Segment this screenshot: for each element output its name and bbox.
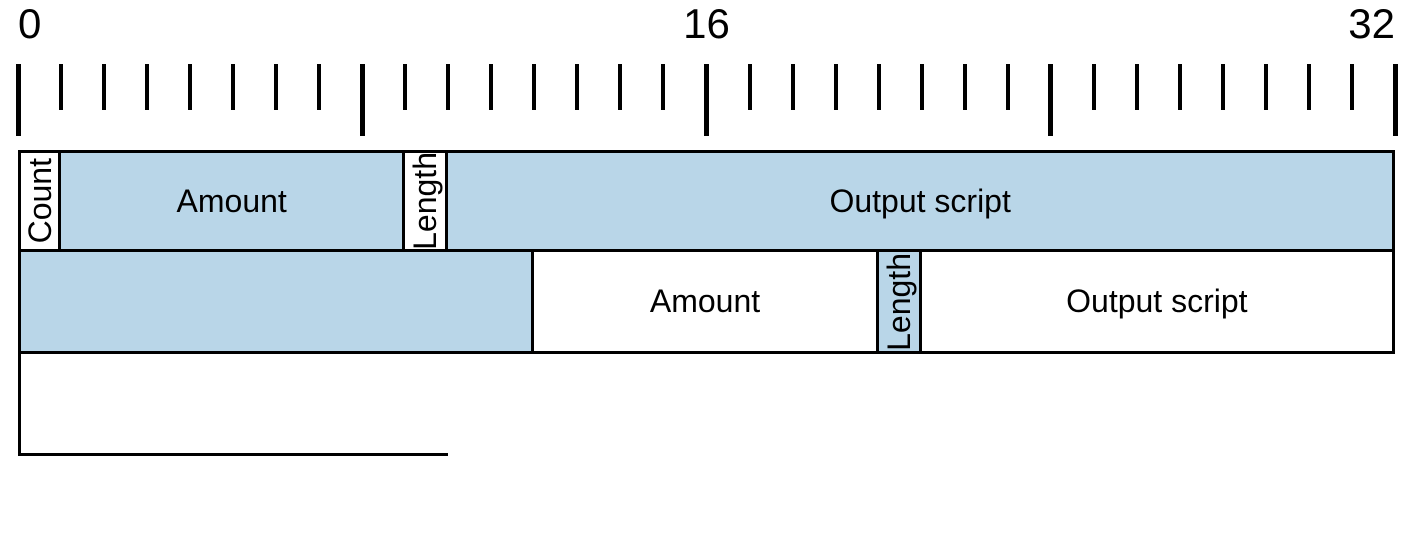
ruler-tick-minor (1307, 64, 1311, 110)
ruler-tick-minor (661, 64, 665, 110)
ruler-tick-minor (188, 64, 192, 110)
field-label: Output script (1066, 283, 1247, 320)
layout-row-2 (0, 354, 1413, 456)
ruler-tick-minor (1135, 64, 1139, 110)
ruler-tick-minor (274, 64, 278, 110)
ruler-tick-minor (1350, 64, 1354, 110)
ruler-tick-minor (1178, 64, 1182, 110)
ruler-tick-minor (920, 64, 924, 110)
ruler-tick-major (1048, 64, 1053, 136)
field-length: Length (879, 252, 922, 354)
ruler-tick-minor (317, 64, 321, 110)
field-label: Length (883, 253, 915, 351)
ruler-tick-minor (403, 64, 407, 110)
ruler-tick-minor (834, 64, 838, 110)
ruler-tick-minor (1092, 64, 1096, 110)
ruler-tick-minor (145, 64, 149, 110)
field-output-script: Output script (448, 150, 1395, 252)
axis-label-16: 16 (683, 0, 730, 48)
field-output-script: Output script (922, 252, 1395, 354)
field-label: Length (409, 152, 441, 250)
layout-row-0: Count Amount Length Output script (0, 150, 1413, 252)
ruler-tick-major (16, 64, 21, 136)
ruler-tick-minor (618, 64, 622, 110)
ruler-tick-minor (1006, 64, 1010, 110)
byte-layout-diagram: 01632CountAmountLengthOutput scriptAmoun… (0, 0, 1413, 542)
ruler-tick-minor (575, 64, 579, 110)
ruler-tick-minor (489, 64, 493, 110)
field-amount: Amount (61, 150, 405, 252)
ruler-tick-minor (1264, 64, 1268, 110)
axis-label-0: 0 (18, 0, 41, 48)
ruler-tick-minor (59, 64, 63, 110)
ruler-tick-minor (102, 64, 106, 110)
ruler-tick-minor (532, 64, 536, 110)
field-continuation (18, 252, 534, 354)
ruler-tick-minor (748, 64, 752, 110)
ruler-tick-minor (877, 64, 881, 110)
ruler-tick-minor (446, 64, 450, 110)
ruler-tick-major (704, 64, 709, 136)
axis-label-32: 32 (1348, 0, 1395, 48)
ruler-tick-minor (963, 64, 967, 110)
ruler-tick-minor (1221, 64, 1225, 110)
field-label: Count (24, 158, 56, 243)
field-continuation (18, 354, 448, 456)
field-amount: Amount (534, 252, 878, 354)
field-count: Count (18, 150, 61, 252)
field-label: Output script (829, 183, 1010, 220)
ruler-tick-major (360, 64, 365, 136)
layout-row-1: Amount Length Output script (0, 252, 1413, 354)
field-label: Amount (177, 183, 287, 220)
field-length: Length (405, 150, 448, 252)
ruler-tick-minor (791, 64, 795, 110)
ruler-tick-minor (231, 64, 235, 110)
field-label: Amount (650, 283, 760, 320)
ruler-tick-major (1393, 64, 1398, 136)
